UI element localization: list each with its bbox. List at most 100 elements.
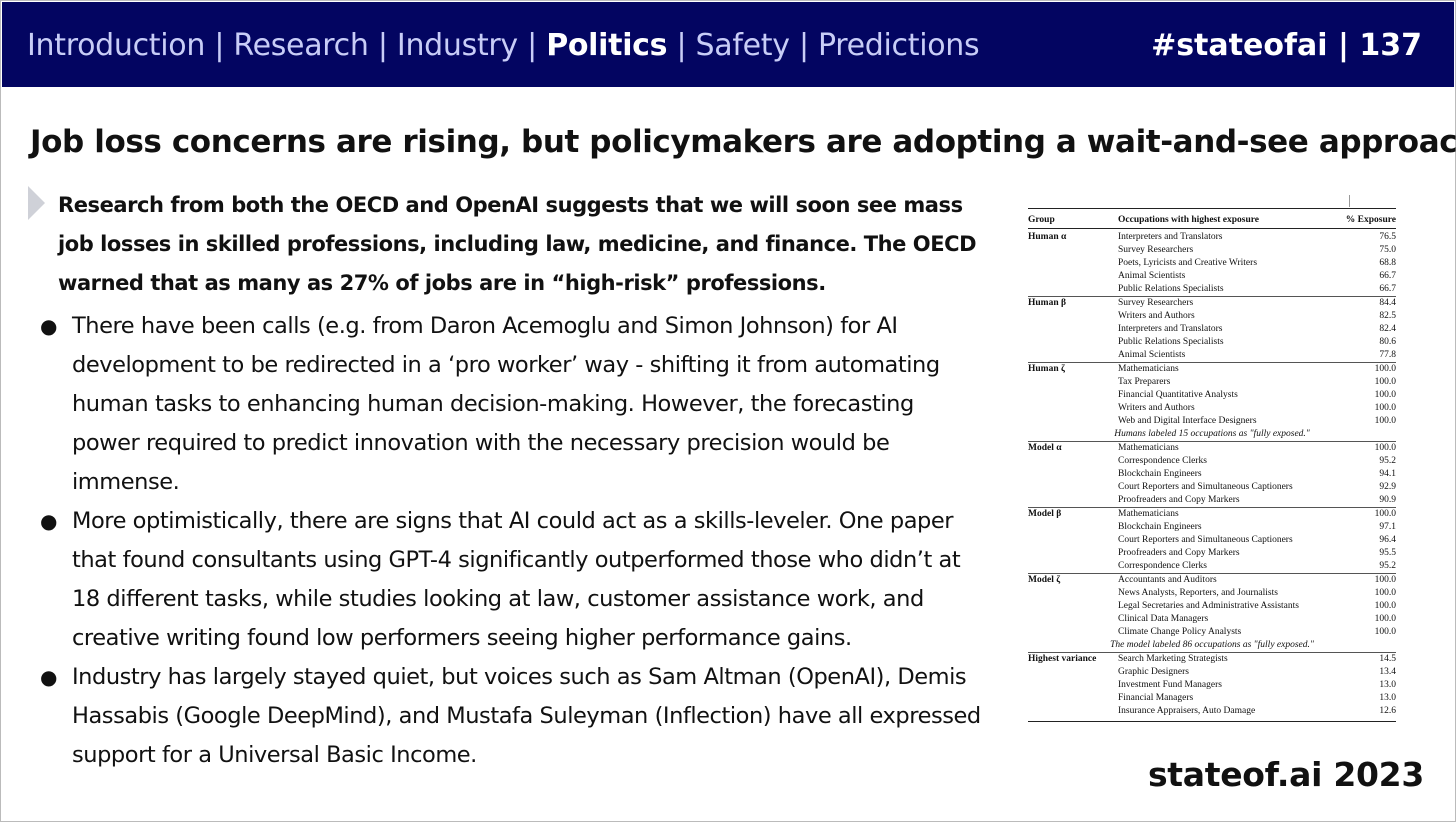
- group-cell: [1028, 468, 1118, 481]
- exposure-cell: 80.6: [1379, 337, 1396, 347]
- table-row: Human ζ Mathematicians 100.0: [1028, 362, 1396, 376]
- group-cell: [1028, 481, 1118, 494]
- exposure-cell: 97.1: [1379, 522, 1396, 532]
- table-row: Survey Researchers 75.0: [1028, 244, 1396, 257]
- nav-item-research[interactable]: Research: [233, 28, 369, 63]
- exposure-cell: 100.0: [1336, 573, 1396, 587]
- table-row: Animal Scientists 77.8: [1028, 349, 1396, 363]
- occupation-cell: Poets, Lyricists and Creative Writers: [1118, 258, 1258, 268]
- exposure-cell: 14.5: [1336, 652, 1396, 666]
- group-cell: [1028, 692, 1118, 705]
- exposure-cell: 12.6: [1336, 705, 1396, 722]
- group-cell: [1028, 402, 1118, 415]
- group-cell: Human β: [1028, 296, 1118, 310]
- group-cell: Highest variance: [1028, 652, 1118, 666]
- group-cell: [1028, 376, 1118, 389]
- nav-item-introduction[interactable]: Introduction: [27, 28, 206, 63]
- header-group: Group: [1028, 208, 1118, 229]
- occupation-cell: News Analysts, Reporters, and Journalist…: [1118, 588, 1278, 598]
- nav-item-politics[interactable]: Politics: [546, 28, 668, 63]
- occupation-cell: Public Relations Specialists: [1118, 284, 1224, 294]
- table-row: Public Relations Specialists 80.6: [1028, 336, 1396, 349]
- group-cell: [1028, 521, 1118, 534]
- occupation-cell: Animal Scientists: [1118, 271, 1186, 281]
- exposure-cell: 84.4: [1336, 296, 1396, 310]
- occupation-cell: Writers and Authors: [1118, 403, 1195, 413]
- exposure-cell: 13.4: [1379, 667, 1396, 677]
- exposure-table-figure: Group Occupations with highest exposure …: [1028, 208, 1396, 722]
- table-row: Model β Mathematicians 100.0: [1028, 507, 1396, 521]
- bullet-list: ● There have been calls (e.g. from Daron …: [36, 307, 986, 775]
- group-cell: [1028, 310, 1118, 323]
- table-row: Model α Mathematicians 100.0: [1028, 441, 1396, 455]
- group-cell: [1028, 560, 1118, 574]
- table-row: Human β Survey Researchers 84.4: [1028, 296, 1396, 310]
- table-note: Humans labeled 15 occupations as "fully …: [1114, 429, 1310, 439]
- occupation-cell: Proofreaders and Copy Markers: [1118, 495, 1240, 505]
- exposure-cell: 100.0: [1374, 627, 1396, 637]
- exposure-cell: 13.0: [1379, 680, 1396, 690]
- group-cell: Model ζ: [1028, 573, 1118, 587]
- exposure-cell: 95.2: [1379, 456, 1396, 466]
- group-cell: [1028, 244, 1118, 257]
- occupation-cell: Graphic Designers: [1118, 667, 1189, 677]
- table-row: Correspondence Clerks 95.2: [1028, 455, 1396, 468]
- exposure-table: Group Occupations with highest exposure …: [1028, 208, 1396, 722]
- occupation-cell: Public Relations Specialists: [1118, 337, 1224, 347]
- table-row: Blockchain Engineers 94.1: [1028, 468, 1396, 481]
- occupation-cell: Clinical Data Managers: [1118, 614, 1209, 624]
- table-row: Legal Secretaries and Administrative Ass…: [1028, 600, 1396, 613]
- table-note-row: Humans labeled 15 occupations as "fully …: [1028, 428, 1396, 442]
- exposure-cell: 95.5: [1379, 548, 1396, 558]
- occupation-cell: Court Reporters and Simultaneous Caption…: [1118, 535, 1293, 545]
- occupation-cell: Legal Secretaries and Administrative Ass…: [1118, 601, 1299, 611]
- occupation-cell: Interpreters and Translators: [1118, 232, 1223, 242]
- table-row: Model ζ Accountants and Auditors 100.0: [1028, 573, 1396, 587]
- bullet-text: More optimistically, there are signs tha…: [72, 508, 961, 651]
- exposure-cell: 95.2: [1379, 561, 1396, 571]
- occupation-cell: Financial Quantitative Analysts: [1118, 390, 1238, 400]
- lead-arrow-icon: [28, 186, 45, 220]
- exposure-cell: 90.9: [1379, 495, 1396, 505]
- group-cell: [1028, 257, 1118, 270]
- table-row: Interpreters and Translators 82.4: [1028, 323, 1396, 336]
- occupation-cell: Correspondence Clerks: [1118, 561, 1207, 571]
- occupation-cell: Survey Researchers: [1118, 296, 1336, 310]
- bullet-item: ● There have been calls (e.g. from Daron …: [36, 307, 986, 502]
- group-cell: [1028, 705, 1118, 722]
- table-row: Graphic Designers 13.4: [1028, 666, 1396, 679]
- group-cell: [1028, 389, 1118, 402]
- nav-item-predictions[interactable]: Predictions: [817, 28, 980, 63]
- table-row: Web and Digital Interface Designers 100.0: [1028, 415, 1396, 428]
- crop-tick-mark: [1349, 195, 1350, 207]
- group-cell: Human ζ: [1028, 362, 1118, 376]
- table-row: Tax Preparers 100.0: [1028, 376, 1396, 389]
- occupation-cell: Writers and Authors: [1118, 311, 1195, 321]
- nav-item-safety[interactable]: Safety: [695, 28, 790, 63]
- top-navigation-bar: Introduction | Research | Industry | Pol…: [2, 2, 1454, 87]
- group-cell: [1028, 415, 1118, 428]
- exposure-cell: 100.0: [1374, 416, 1396, 426]
- exposure-cell: 75.0: [1379, 245, 1396, 255]
- table-row: Proofreaders and Copy Markers 90.9: [1028, 494, 1396, 508]
- exposure-cell: 100.0: [1374, 377, 1396, 387]
- nav-separator: |: [377, 28, 397, 63]
- group-cell: Model β: [1028, 507, 1118, 521]
- occupation-cell: Animal Scientists: [1118, 350, 1186, 360]
- group-cell: [1028, 587, 1118, 600]
- exposure-cell: 94.1: [1379, 469, 1396, 479]
- table-row: Insurance Appraisers, Auto Damage 12.6: [1028, 705, 1396, 722]
- table-row: Animal Scientists 66.7: [1028, 270, 1396, 283]
- group-cell: [1028, 613, 1118, 626]
- exposure-cell: 68.8: [1379, 258, 1396, 268]
- nav-separator: |: [214, 28, 234, 63]
- slide-title: Job loss concerns are rising, but policy…: [30, 124, 1456, 160]
- header-exposure: % Exposure: [1336, 208, 1396, 229]
- bullet-dot-icon: ●: [40, 665, 58, 689]
- group-cell: Model α: [1028, 441, 1118, 455]
- nav-item-industry[interactable]: Industry: [396, 28, 518, 63]
- group-cell: [1028, 534, 1118, 547]
- nav-separator: |: [798, 28, 818, 63]
- group-cell: [1028, 600, 1118, 613]
- group-cell: [1028, 455, 1118, 468]
